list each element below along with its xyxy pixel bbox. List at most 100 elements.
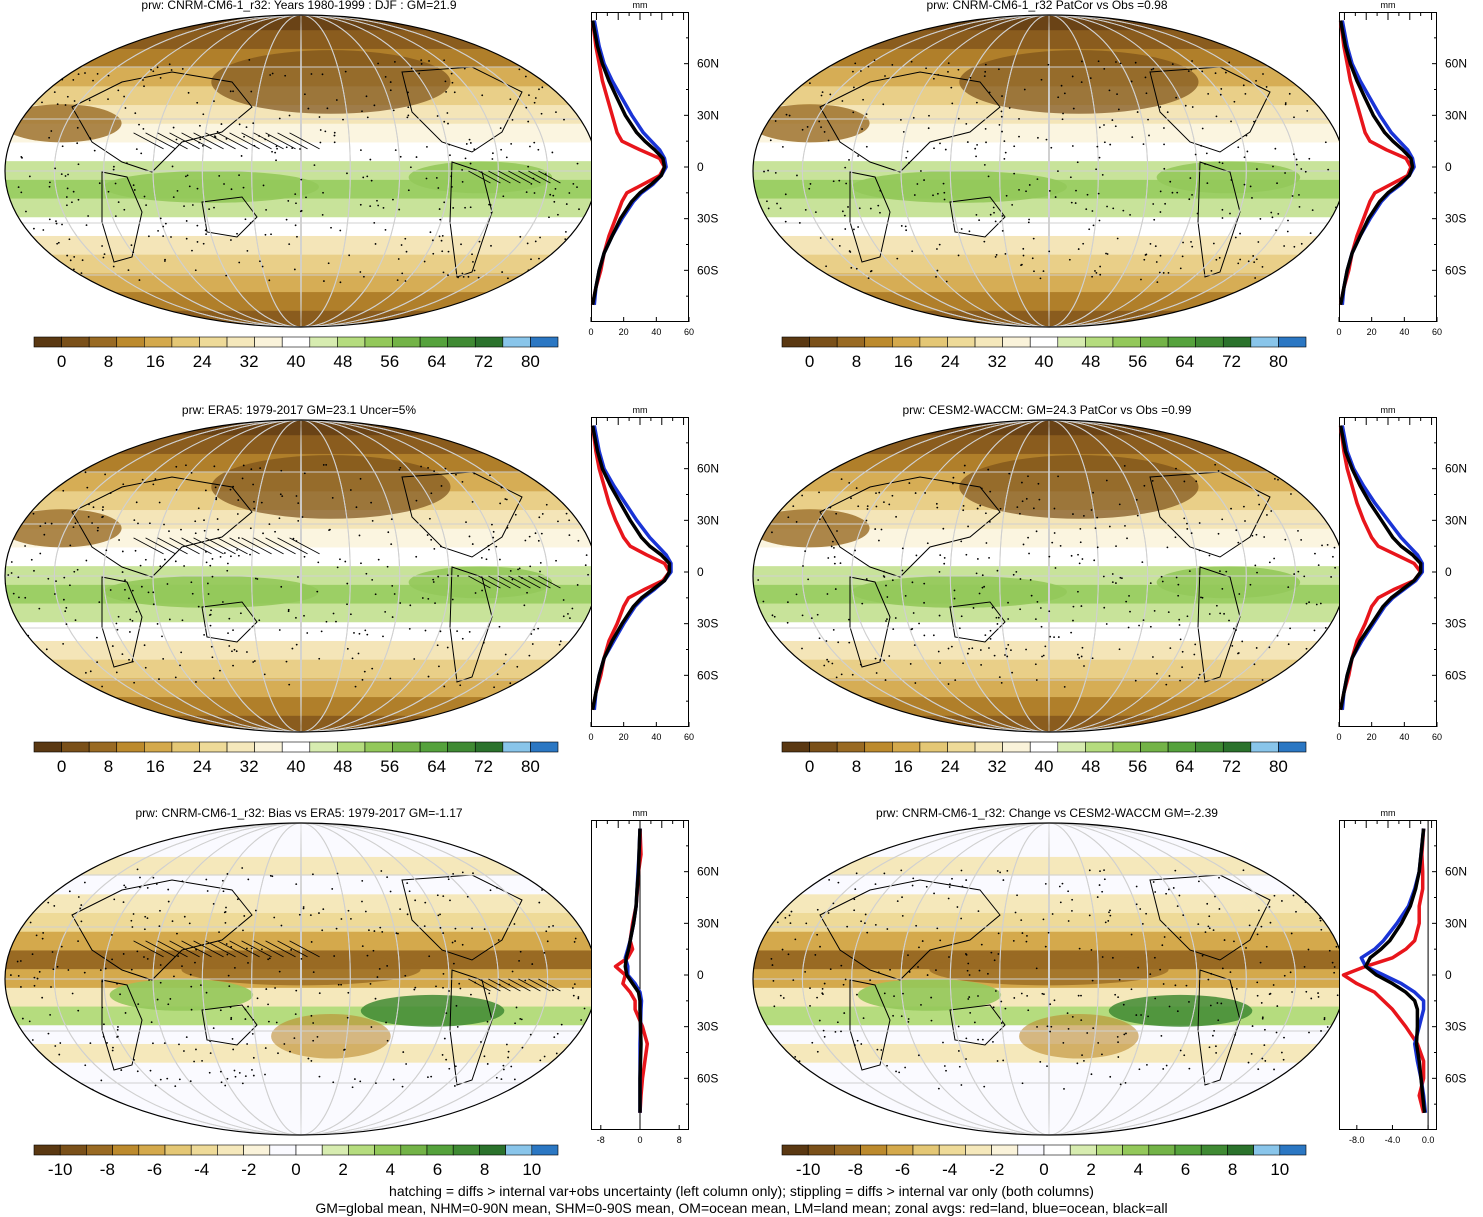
colorbar-swatch (1112, 336, 1141, 348)
map-field (753, 823, 1345, 1135)
coastline (1197, 161, 1241, 278)
colorbar-swatch (281, 741, 311, 753)
colorbar-label: 48 (1081, 352, 1100, 371)
x-tick-label: 60 (1432, 732, 1442, 742)
colorbar-swatch (947, 741, 976, 753)
lat-tick-label: 60S (697, 263, 718, 277)
colorbar-swatch (781, 741, 810, 753)
graticule (753, 420, 1345, 732)
colorbar-swatch (1253, 1144, 1281, 1156)
colorbar-swatch (138, 1144, 166, 1156)
coastline (71, 476, 253, 578)
lat-tick-label: 30N (1445, 513, 1467, 527)
colorbar-swatch (1167, 336, 1196, 348)
colorbar-label: -4 (942, 1160, 957, 1179)
coastline (401, 874, 523, 961)
colorbar-swatch (1122, 1144, 1150, 1156)
colorbar-label: 16 (146, 352, 165, 371)
colorbar-swatch (1069, 1144, 1097, 1156)
colorbar-swatch (447, 741, 476, 753)
colorbar-label: 64 (427, 352, 446, 371)
footer: hatching = diffs > internal var+obs unce… (0, 1183, 1483, 1217)
colorbar-label: -8 (848, 1160, 863, 1179)
colorbar-swatch (886, 1144, 914, 1156)
colorbar-swatch (364, 336, 393, 348)
colorbar-label: 2 (338, 1160, 347, 1179)
colorbar-swatch (1002, 336, 1031, 348)
colorbar: 0 8 16 24 32 40 48 56 64 72 80 (781, 741, 1307, 776)
colorbar-label: 32 (988, 757, 1007, 776)
stippling (5, 463, 595, 689)
colorbar-swatch (337, 741, 366, 753)
lat-tick-label: 60S (1445, 668, 1466, 682)
colorbar-swatch (892, 741, 921, 753)
x-tick-label: 0 (1336, 327, 1341, 337)
colorbar-label: -2 (241, 1160, 256, 1179)
coastline (949, 601, 1006, 643)
map-field (5, 823, 597, 1135)
colorbar-label: 72 (1222, 352, 1241, 371)
lat-tick-label: 30N (697, 108, 719, 122)
x-tick-label: 40 (1399, 732, 1409, 742)
colorbar-swatch (530, 336, 559, 348)
zonal-unit: mm (633, 405, 648, 415)
colorbar-swatch (1200, 1144, 1228, 1156)
coastline (449, 566, 493, 683)
colorbar-swatch (1140, 336, 1169, 348)
hatching (133, 132, 561, 184)
zonal-series-land (1341, 828, 1426, 1114)
colorbar-label: 40 (1035, 352, 1054, 371)
coastline (201, 601, 258, 643)
colorbar-swatch (919, 741, 948, 753)
colorbar-label: 32 (240, 352, 259, 371)
zonal-mean-plot: mm 0 20 40 60 60N 30N 0 30S 60S (588, 405, 719, 742)
coastline (449, 161, 493, 278)
colorbar-label: 10 (1270, 1160, 1289, 1179)
colorbar-swatch (199, 741, 228, 753)
panel-p4: prw: CESM2-WACCM: GM=24.3 PatCor vs Obs … (748, 403, 1483, 795)
colorbar-swatch (505, 1144, 533, 1156)
colorbar-swatch (1148, 1144, 1176, 1156)
colorbar-label: 56 (380, 352, 399, 371)
lat-tick-label: 60S (697, 668, 718, 682)
coastline (949, 1004, 1006, 1046)
lat-tick-label: 60N (697, 462, 719, 476)
colorbar-swatch (33, 1144, 61, 1156)
colorbar-swatch (1043, 1144, 1071, 1156)
lat-tick-label: 60S (1445, 1071, 1466, 1085)
graticule (753, 15, 1345, 327)
hatching (133, 537, 561, 589)
colorbar-swatch (1140, 741, 1169, 753)
panel-title: prw: CNRM-CM6-1_r32: Bias vs ERA5: 1979-… (135, 806, 463, 820)
graticule (753, 823, 1345, 1135)
map (4, 822, 598, 1136)
colorbar-swatch (860, 1144, 888, 1156)
colorbar-swatch (144, 336, 173, 348)
footer-line-2: GM=global mean, NHM=0-90N mean, SHM=0-90… (315, 1200, 1168, 1216)
map-blob (851, 576, 1067, 608)
panel-title: prw: ERA5: 1979-2017 GM=23.1 Uncer=5% (181, 403, 417, 417)
zonal-unit: mm (633, 0, 648, 10)
map-blob (5, 104, 122, 143)
colorbar-label: 48 (333, 757, 352, 776)
panel-p5: prw: CNRM-CM6-1_r32: Bias vs ERA5: 1979-… (0, 806, 735, 1198)
colorbar-swatch (447, 336, 476, 348)
colorbar-swatch (1174, 1144, 1202, 1156)
x-tick-label: 40 (1399, 327, 1409, 337)
colorbar-swatch (938, 1144, 966, 1156)
lat-tick-label: 0 (1445, 968, 1452, 982)
colorbar-swatch (419, 336, 448, 348)
colorbar-swatch (199, 336, 228, 348)
colorbar-swatch (295, 1144, 323, 1156)
x-tick-label: 40 (651, 732, 661, 742)
map (752, 822, 1346, 1136)
colorbar-label: 72 (474, 757, 493, 776)
x-tick-label: -4.0 (1385, 1135, 1401, 1145)
colorbar-swatch (112, 1144, 140, 1156)
colorbar-swatch (474, 336, 504, 348)
colorbar-swatch (1085, 336, 1114, 348)
colorbar-swatch (171, 741, 200, 753)
graticule (5, 420, 597, 732)
map-blob (1108, 994, 1253, 1027)
map-blob (753, 509, 870, 548)
